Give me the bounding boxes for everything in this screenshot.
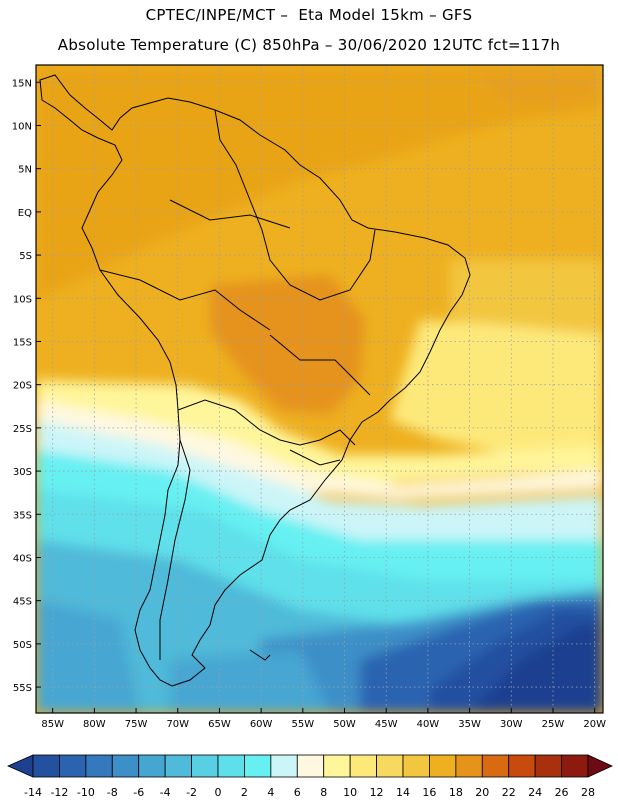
- colorbar-label: 10: [343, 786, 357, 799]
- lon-label: 45W: [375, 719, 398, 730]
- colorbar-swatch: [270, 754, 298, 778]
- lat-label: 30S: [13, 467, 32, 478]
- colorbar-label: 26: [555, 786, 569, 799]
- colorbar-swatch: [508, 754, 536, 778]
- colorbar-swatch: [164, 754, 192, 778]
- colorbar-label: -14: [24, 786, 42, 799]
- longitude-labels: 85W 80W 75W 70W 65W 60W 55W 50W 45W 40W 35W 30W 25W 2…: [41, 708, 606, 730]
- colorbar-label: 20: [475, 786, 489, 799]
- colorbar-label: 24: [528, 786, 542, 799]
- colorbar-label: -4: [160, 786, 171, 799]
- colorbar-swatch: [244, 754, 272, 778]
- colorbar-label: 2: [241, 786, 248, 799]
- colorbar-label: 12: [370, 786, 384, 799]
- lon-label: 55W: [292, 719, 315, 730]
- lon-label: 85W: [41, 719, 64, 730]
- colorbar-label: 18: [449, 786, 463, 799]
- lat-label: 5S: [19, 251, 32, 262]
- lon-label: 20W: [583, 719, 606, 730]
- temperature-colorbar: -14 -12 -10 -8 -6 -4 -2 0 2 4 6 8 10 12 14 16 18 20 22 24 26…: [7, 754, 613, 799]
- lat-label: 50S: [13, 640, 32, 651]
- colorbar-label: 22: [502, 786, 516, 799]
- colorbar-swatch: [349, 754, 377, 778]
- lat-label: 10S: [13, 294, 32, 305]
- lat-label: 55S: [13, 683, 32, 694]
- colorbar-min-arrow: [7, 754, 34, 778]
- lat-label: 35S: [13, 510, 32, 521]
- lat-label: 45S: [13, 597, 32, 608]
- lat-label: 15N: [12, 78, 32, 89]
- latitude-labels: 15N 10N 5N EQ 5S 10S 15S 20S 25S 30S 35S 40S 45S 50S 5…: [12, 78, 41, 694]
- lon-label: 50W: [333, 719, 356, 730]
- colorbar-swatch: [561, 754, 589, 778]
- colorbar-swatch: [455, 754, 483, 778]
- colorbar-label: 4: [267, 786, 274, 799]
- colorbar-swatch: [191, 754, 219, 778]
- colorbar-label: 16: [422, 786, 436, 799]
- lon-label: 70W: [166, 719, 189, 730]
- lon-label: 35W: [458, 719, 481, 730]
- colorbar-label: 0: [215, 786, 222, 799]
- map-title-line2: Absolute Temperature (C) 850hPa – 30/06/…: [57, 36, 561, 54]
- lon-label: 75W: [125, 719, 148, 730]
- map-title-line1: CPTEC/INPE/MCT – Eta Model 15km – GFS: [145, 6, 473, 24]
- colorbar-swatch: [111, 754, 140, 778]
- colorbar-swatch: [376, 754, 404, 778]
- colorbar-swatch: [429, 754, 457, 778]
- colorbar-label: -8: [107, 786, 118, 799]
- lat-lon-grid: [36, 65, 603, 713]
- colorbar-label: -10: [77, 786, 95, 799]
- colorbar-swatch: [323, 754, 351, 778]
- colorbar-label: 14: [396, 786, 410, 799]
- lon-label: 40W: [417, 719, 440, 730]
- colorbar-swatch: [296, 754, 325, 778]
- lon-label: 30W: [500, 719, 523, 730]
- lat-label: EQ: [18, 208, 32, 219]
- lat-label: 5N: [18, 165, 32, 176]
- lat-label: 10N: [12, 121, 32, 132]
- colorbar-swatch: [59, 754, 87, 778]
- colorbar-swatch: [402, 754, 430, 778]
- lat-label: 15S: [13, 337, 32, 348]
- coastline-borders: [39, 74, 471, 687]
- colorbar-swatch: [85, 754, 113, 778]
- colorbar-swatch: [217, 754, 245, 778]
- lat-label: 20S: [13, 381, 32, 392]
- colorbar-label: 8: [320, 786, 327, 799]
- colorbar-label: -12: [50, 786, 68, 799]
- colorbar-swatch: [138, 754, 166, 778]
- temperature-field: [36, 65, 603, 713]
- lon-label: 60W: [250, 719, 273, 730]
- lon-label: 65W: [208, 719, 231, 730]
- lat-label: 25S: [13, 424, 32, 435]
- lon-label: 80W: [83, 719, 106, 730]
- colorbar-max-arrow: [587, 754, 613, 778]
- lon-label: 25W: [542, 719, 565, 730]
- colorbar-swatch: [481, 754, 510, 778]
- colorbar-label: -6: [133, 786, 144, 799]
- lat-label: 40S: [13, 553, 32, 564]
- colorbar-label: 28: [581, 786, 595, 799]
- colorbar-label: 6: [294, 786, 301, 799]
- colorbar-swatch: [32, 754, 60, 778]
- map-frame: [35, 64, 604, 714]
- colorbar-label: -2: [186, 786, 197, 799]
- colorbar-swatch: [534, 754, 562, 778]
